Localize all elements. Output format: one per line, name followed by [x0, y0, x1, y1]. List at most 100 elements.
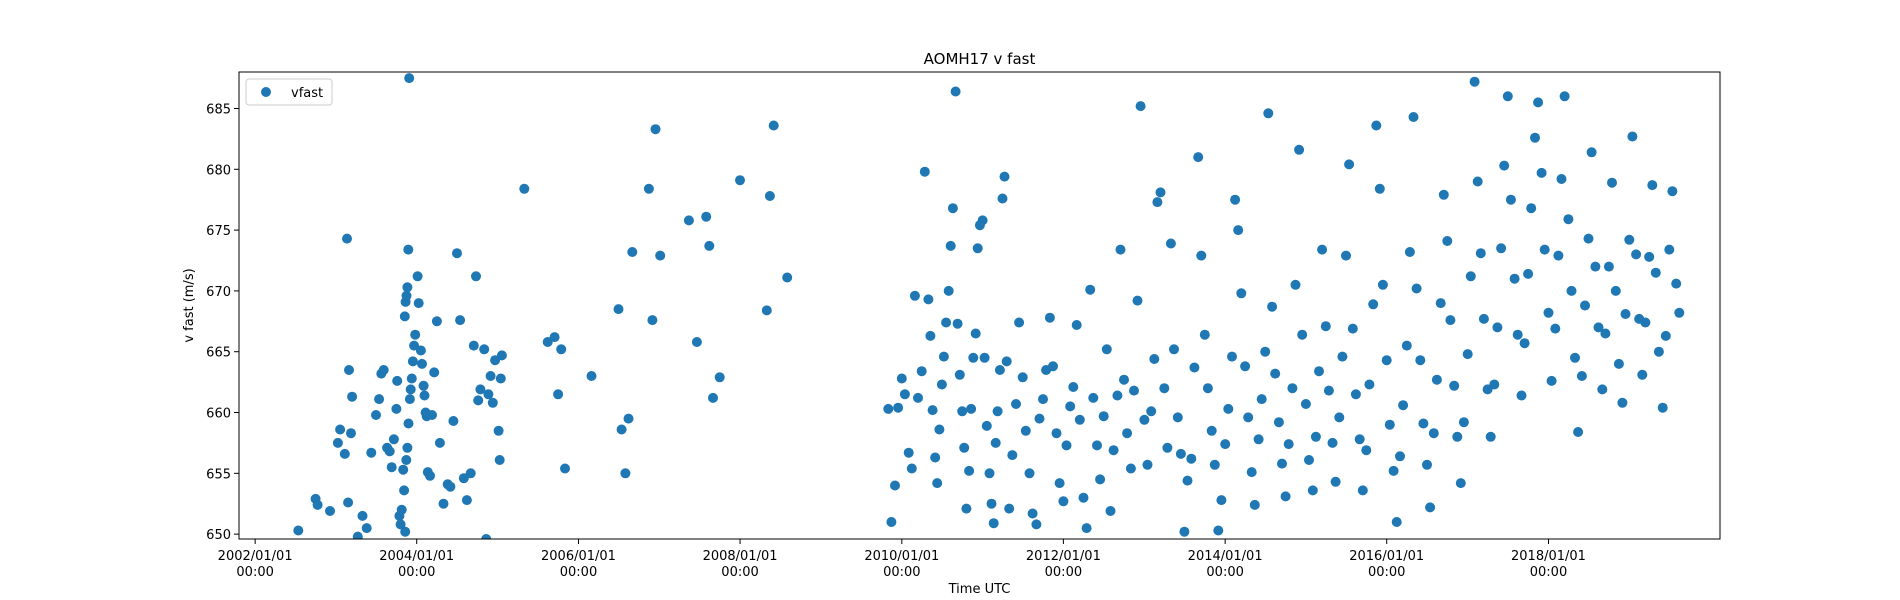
y-tick-label: 675: [206, 224, 231, 239]
data-point: [473, 395, 484, 406]
data-point: [1586, 147, 1597, 158]
data-point: [1246, 467, 1257, 478]
data-point: [410, 329, 421, 340]
data-point: [1317, 244, 1328, 255]
data-point: [1142, 459, 1153, 470]
data-point: [1526, 203, 1537, 214]
data-point: [970, 328, 981, 339]
data-point: [1395, 451, 1405, 462]
data-point: [519, 183, 530, 194]
data-point: [708, 392, 718, 403]
data-point: [964, 465, 975, 476]
data-point: [1129, 385, 1139, 396]
data-point: [1307, 485, 1318, 496]
x-tick-label-time: 00:00: [398, 565, 435, 580]
data-point: [339, 448, 350, 459]
data-point: [417, 358, 427, 369]
data-point: [366, 447, 377, 458]
data-point: [627, 247, 638, 257]
data-point: [1539, 244, 1550, 255]
data-point: [984, 468, 995, 479]
data-point: [1051, 428, 1062, 439]
data-point: [1472, 176, 1483, 187]
data-point: [1371, 120, 1382, 131]
data-point: [1074, 414, 1085, 425]
data-point: [357, 510, 368, 521]
data-point: [1115, 244, 1126, 255]
data-point: [1660, 330, 1671, 341]
data-point: [1435, 298, 1446, 309]
y-tick-label: 670: [206, 285, 231, 300]
data-point: [988, 518, 999, 529]
data-point: [959, 442, 970, 453]
legend-marker-vfast: [261, 87, 271, 97]
data-point: [1653, 346, 1664, 357]
data-point: [1492, 322, 1503, 333]
data-point: [1610, 285, 1621, 296]
data-point: [1509, 273, 1520, 284]
data-point: [1260, 346, 1271, 357]
data-point: [1603, 261, 1614, 272]
data-point: [906, 463, 917, 474]
data-point: [1152, 197, 1163, 208]
y-axis: 650 655 660 665 670 675 680 685: [206, 102, 239, 543]
data-point: [932, 478, 943, 489]
data-point: [1020, 425, 1031, 436]
data-point: [404, 73, 415, 84]
data-point: [1364, 379, 1375, 390]
data-point: [1169, 344, 1179, 355]
data-point: [701, 211, 712, 222]
data-point: [1202, 383, 1213, 394]
y-tick-label: 680: [206, 163, 231, 178]
data-point: [1159, 383, 1170, 394]
data-point: [999, 171, 1010, 182]
data-point: [1162, 442, 1173, 453]
data-point: [1499, 160, 1510, 171]
data-point: [332, 437, 343, 448]
data-point: [1404, 247, 1415, 257]
data-point: [1304, 455, 1314, 465]
y-tick-label: 665: [206, 346, 231, 361]
data-point: [1502, 91, 1513, 102]
data-point: [966, 403, 977, 414]
data-point: [1011, 399, 1021, 409]
data-point: [475, 384, 486, 395]
data-point: [1469, 76, 1480, 87]
data-point: [427, 410, 437, 420]
data-point: [714, 372, 725, 383]
data-point: [1179, 526, 1190, 537]
data-point: [419, 390, 430, 401]
data-point: [1384, 419, 1395, 430]
data-point: [997, 193, 1008, 204]
data-point: [1095, 474, 1106, 485]
data-point: [483, 389, 494, 400]
data-point: [1590, 261, 1601, 272]
data-point: [407, 356, 418, 367]
data-point: [961, 503, 972, 514]
data-point: [1017, 372, 1028, 383]
data-point: [344, 365, 354, 375]
data-point: [1287, 383, 1298, 394]
data-point: [1092, 440, 1102, 451]
data-point: [1519, 338, 1530, 349]
data-point: [1341, 250, 1351, 261]
data-point: [1236, 288, 1247, 299]
data-point: [1664, 244, 1675, 255]
data-point: [1101, 344, 1112, 355]
data-point: [1068, 382, 1079, 392]
x-tick-label-time: 00:00: [721, 565, 758, 580]
data-point: [945, 240, 956, 251]
data-point: [1223, 403, 1234, 414]
data-point: [1422, 459, 1432, 470]
legend-box: [245, 78, 333, 106]
data-point: [886, 517, 897, 527]
data-point: [1388, 465, 1399, 476]
x-tick-label-time: 00:00: [883, 565, 920, 580]
data-point: [1172, 412, 1183, 423]
data-point: [1438, 189, 1449, 200]
data-point: [458, 473, 469, 484]
data-point: [1024, 468, 1035, 479]
data-point: [493, 425, 504, 436]
data-point: [1415, 355, 1426, 366]
data-point: [395, 519, 406, 530]
